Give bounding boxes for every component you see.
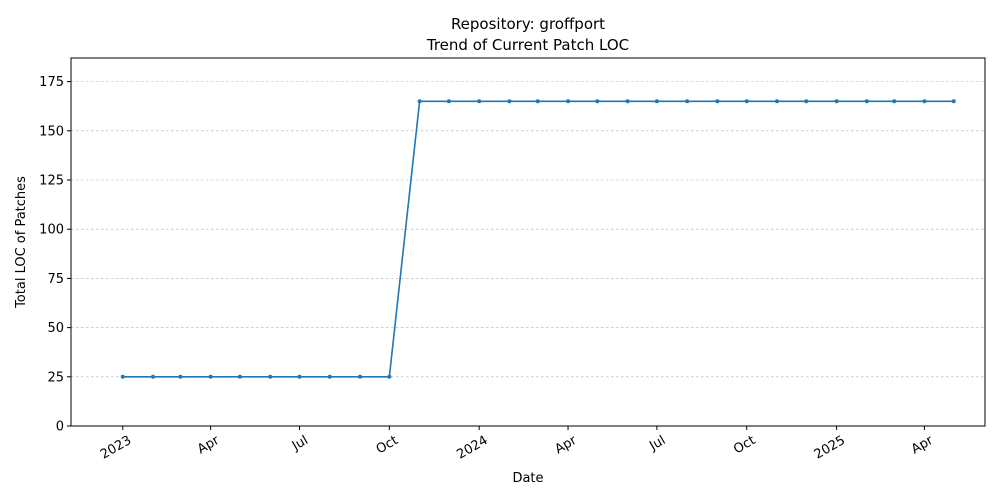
x-tick-label: 2023 [98, 433, 134, 463]
plot-frame [70, 57, 986, 427]
data-point [535, 99, 540, 104]
y-tick-label: 100 [39, 223, 64, 238]
data-point [387, 374, 392, 379]
y-tick-label: 25 [47, 370, 64, 385]
y-axis-label: Total LOC of Patches [14, 176, 29, 309]
x-tick-label: Oct [374, 433, 401, 457]
x-tick-label: Apr [552, 433, 580, 458]
data-point [595, 99, 600, 104]
data-point [297, 374, 302, 379]
x-axis-label: Date [512, 471, 543, 486]
data-point [951, 99, 956, 104]
chart-subtitle: Trend of Current Patch LOC [426, 36, 629, 54]
data-point [685, 99, 690, 104]
series-line [122, 100, 954, 378]
data-point [775, 99, 780, 104]
data-point [151, 374, 156, 379]
y-tick-label: 150 [39, 124, 64, 139]
x-tick-label: 2025 [812, 433, 848, 463]
data-point [744, 99, 749, 104]
y-tick-label: 75 [47, 272, 64, 287]
y-axis: 0 25 50 75 100 125 150 175 [39, 75, 71, 435]
data-point [237, 374, 242, 379]
x-tick-label: Apr [909, 433, 937, 458]
x-axis: 2023 Apr Jul Oct 2024 Apr Jul Oct 2025 Apr [98, 426, 936, 463]
data-point [566, 99, 571, 104]
data-point [268, 374, 273, 379]
data-point [417, 99, 422, 104]
series-layer [120, 99, 956, 379]
x-tick-label: Oct [731, 433, 758, 457]
data-point [715, 99, 720, 104]
y-tick-label: 125 [39, 174, 64, 189]
y-tick-label: 0 [56, 420, 64, 435]
y-tick-label: 175 [39, 75, 64, 90]
data-point [625, 99, 630, 104]
data-point [864, 99, 869, 104]
data-point [477, 99, 482, 104]
chart-title: Repository: groffport [451, 15, 605, 33]
data-point [178, 374, 183, 379]
x-tick-label: 2024 [454, 433, 490, 463]
data-point [507, 99, 512, 104]
x-tick-label: Jul [289, 433, 311, 454]
data-point [446, 99, 451, 104]
data-point [358, 374, 363, 379]
data-point [834, 99, 839, 104]
x-tick-label: Apr [195, 433, 223, 458]
data-point [922, 99, 927, 104]
data-point [208, 374, 213, 379]
data-point [804, 99, 809, 104]
data-point [892, 99, 897, 104]
data-point [120, 374, 125, 379]
data-point [327, 374, 332, 379]
data-point [654, 99, 659, 104]
x-tick-label: Jul [646, 433, 668, 454]
gridlines [71, 81, 985, 378]
y-tick-label: 50 [47, 321, 64, 336]
